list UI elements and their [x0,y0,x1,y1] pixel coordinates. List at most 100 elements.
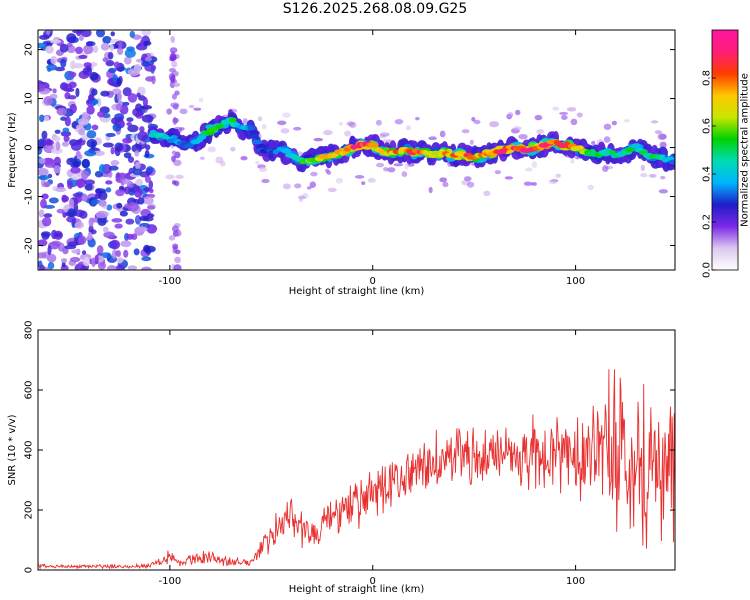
noise-cell [71,249,81,254]
noise-cell [97,261,106,270]
halo-cell [188,104,195,109]
noise-cell [39,264,45,270]
noise-cell [109,239,121,250]
noise-cell [106,204,113,211]
halo-cell [576,112,583,118]
halo-cell [199,156,205,160]
halo-cell [387,167,396,173]
noise-cell [135,226,148,233]
noise-cell [137,197,145,205]
noise-cell [144,56,153,62]
y-tick-label: 400 [24,440,35,459]
halo-cell [404,162,409,170]
noise-cell [129,30,136,38]
halo-cell [658,189,668,194]
colorbar-tick-label: 0.0 [702,262,713,278]
halo-cell [379,132,390,137]
halo-cell [439,177,448,183]
noise-cell [51,147,63,154]
halo-cell [415,116,420,121]
halo-cell [393,163,404,167]
noise-cell [67,180,73,190]
noise-cell [105,187,112,193]
noise-cell [81,169,90,179]
noise-cell [144,245,156,253]
halo-cell [471,116,476,122]
halo-cell [515,109,521,116]
snr-frame [37,329,676,571]
noise-cell [88,93,95,102]
halo-cell [659,141,667,149]
noise-cell [41,232,50,240]
halo-cell [570,157,575,164]
noise-cell [174,90,180,96]
halo-cell [555,173,562,178]
noise-cell [141,256,152,262]
noise-cell [54,129,61,134]
halo-cell [603,123,612,130]
halo-cell [298,195,306,200]
halo-cell [198,97,204,103]
halo-cell [536,129,545,135]
y-tick-label: 600 [24,380,35,399]
noise-cell [140,105,153,110]
noise-cell [113,61,121,69]
x-tick-label: 0 [370,276,376,287]
halo-cell [326,170,332,175]
noise-cell [64,244,77,250]
noise-cell [131,144,143,153]
noise-cell [50,39,62,44]
noise-cell [144,175,151,183]
halo-cell [650,120,659,124]
noise-cell [59,43,69,53]
noise-cell [53,135,61,142]
noise-cell [103,231,115,239]
ridge-cell [198,134,207,140]
noise-cell [63,135,70,142]
noise-cell [116,202,123,209]
halo-cell [170,102,180,108]
noise-cell [40,198,47,209]
noise-cell [169,67,177,73]
halo-cell [255,160,260,165]
halo-cell [648,173,657,178]
noise-cell [93,150,105,157]
spectrogram-frame [37,29,676,271]
noise-cell [111,218,123,223]
spectrogram-cells [38,30,675,270]
noise-cell [69,103,77,114]
noise-cell [105,36,111,42]
noise-cell [53,156,61,166]
noise-cell [139,39,145,48]
noise-cell [134,150,140,157]
noise-cell [141,114,154,123]
halo-cell [165,174,175,180]
halo-cell [306,186,312,190]
noise-cell [110,146,115,155]
noise-cell [115,189,125,197]
noise-cell [82,66,93,76]
noise-cell [92,45,99,53]
noise-cell [67,95,77,100]
snr-series-line [38,369,675,570]
noise-cell [114,250,120,256]
noise-cell [72,160,81,168]
noise-cell [45,45,54,54]
noise-cell [78,128,86,136]
halo-cell [259,166,268,173]
noise-cell [98,163,106,174]
noise-cell [114,142,124,152]
noise-cell [122,137,132,144]
noise-cell [106,264,117,270]
noise-cell [119,210,128,217]
y-tick-label: 800 [24,320,35,339]
noise-cell [100,42,110,51]
noise-cell [118,40,123,49]
noise-cell [172,243,179,250]
halo-cell [489,121,500,128]
noise-cell [125,218,135,225]
halo-cell [525,167,533,172]
noise-cell [108,165,119,171]
noise-cell [88,217,94,227]
